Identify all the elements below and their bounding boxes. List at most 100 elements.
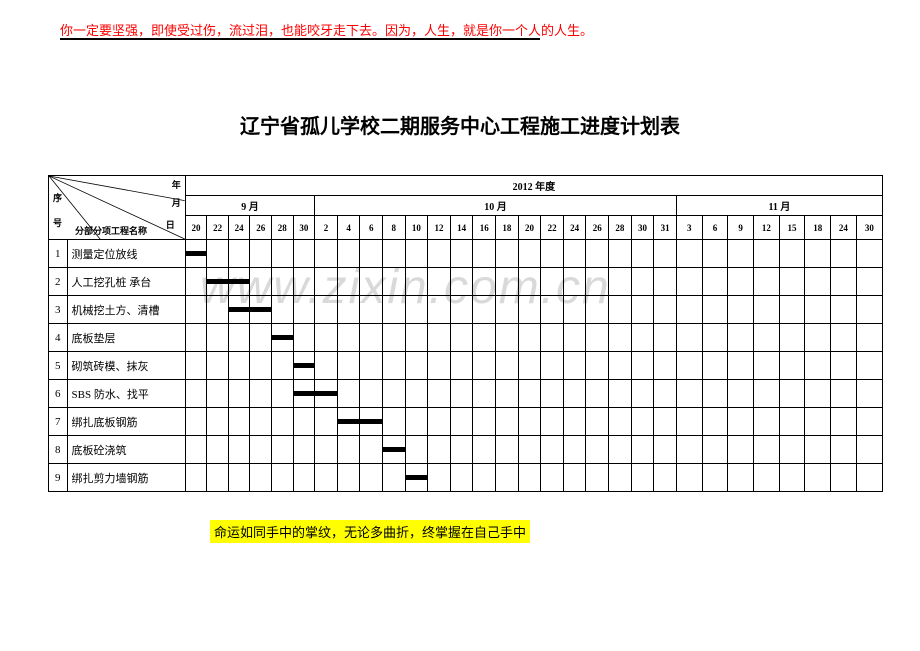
gantt-cell: [654, 436, 677, 464]
gantt-cell: [631, 324, 654, 352]
gantt-cell: [405, 324, 428, 352]
gantt-cell: [337, 436, 360, 464]
gantt-cell: [676, 464, 702, 492]
gantt-row: 3机械挖土方、清槽: [49, 296, 883, 324]
gantt-cell: [541, 408, 564, 436]
gantt-row: 5砌筑砖模、抹灰: [49, 352, 883, 380]
day-header: 26: [586, 216, 609, 240]
corner-month-label: 月: [172, 196, 181, 209]
gantt-bar: [272, 335, 293, 340]
gantt-cell: [250, 324, 272, 352]
gantt-cell: [428, 324, 451, 352]
gantt-cell: [228, 296, 250, 324]
gantt-cell: [360, 380, 383, 408]
page-title: 辽宁省孤儿学校二期服务中心工程施工进度计划表: [0, 110, 920, 139]
header-quote: 你一定要坚强，即使受过伤，流过泪，也能咬牙走下去。因为，人生，就是你一个人的人生…: [60, 20, 593, 39]
gantt-cell: [728, 408, 754, 436]
gantt-cell: [272, 268, 294, 296]
gantt-cell: [779, 352, 805, 380]
gantt-cell: [856, 464, 882, 492]
gantt-cell: [185, 380, 207, 408]
gantt-bar: [186, 251, 207, 256]
gantt-cell: [337, 268, 360, 296]
row-task-name: 绑扎底板钢筋: [67, 408, 185, 436]
row-number: 8: [49, 436, 68, 464]
gantt-bar: [338, 419, 360, 424]
gantt-cell: [272, 352, 294, 380]
gantt-cell: [609, 240, 632, 268]
gantt-cell: [250, 240, 272, 268]
gantt-cell: [631, 380, 654, 408]
corner-seq-top: 序: [53, 191, 62, 204]
gantt-row: 4底板垫层: [49, 324, 883, 352]
day-header: 2: [315, 216, 338, 240]
gantt-cell: [586, 408, 609, 436]
gantt-cell: [518, 324, 541, 352]
gantt-bar: [315, 391, 337, 396]
gantt-cell: [805, 268, 831, 296]
header-divider: [60, 38, 540, 40]
gantt-cell: [518, 240, 541, 268]
gantt-cell: [805, 352, 831, 380]
gantt-cell: [563, 268, 586, 296]
day-header: 22: [207, 216, 229, 240]
gantt-cell: [473, 240, 496, 268]
gantt-cell: [631, 268, 654, 296]
gantt-cell: [805, 464, 831, 492]
gantt-cell: [272, 464, 294, 492]
day-header: 12: [753, 216, 779, 240]
gantt-cell: [496, 380, 519, 408]
gantt-cell: [383, 240, 406, 268]
gantt-row: 8底板砼浇筑: [49, 436, 883, 464]
day-header: 12: [428, 216, 451, 240]
gantt-cell: [473, 464, 496, 492]
gantt-cell: [405, 464, 428, 492]
gantt-cell: [428, 240, 451, 268]
gantt-cell: [586, 380, 609, 408]
gantt-cell: [383, 268, 406, 296]
gantt-cell: [228, 436, 250, 464]
gantt-cell: [228, 352, 250, 380]
gantt-cell: [360, 296, 383, 324]
gantt-cell: [563, 380, 586, 408]
gantt-cell: [337, 408, 360, 436]
day-header: 3: [676, 216, 702, 240]
gantt-cell: [609, 268, 632, 296]
gantt-cell: [702, 464, 728, 492]
gantt-cell: [805, 408, 831, 436]
gantt-cell: [337, 352, 360, 380]
gantt-cell: [383, 380, 406, 408]
gantt-cell: [753, 408, 779, 436]
gantt-cell: [450, 296, 473, 324]
gantt-cell: [315, 408, 338, 436]
gantt-cell: [518, 352, 541, 380]
gantt-cell: [228, 408, 250, 436]
gantt-cell: [541, 436, 564, 464]
day-header: 24: [563, 216, 586, 240]
gantt-cell: [541, 268, 564, 296]
row-task-name: 测量定位放线: [67, 240, 185, 268]
gantt-cell: [831, 380, 857, 408]
gantt-cell: [315, 436, 338, 464]
gantt-cell: [586, 324, 609, 352]
gantt-cell: [337, 380, 360, 408]
gantt-cell: [856, 380, 882, 408]
gantt-cell: [586, 240, 609, 268]
gantt-cell: [450, 352, 473, 380]
gantt-cell: [383, 296, 406, 324]
gantt-cell: [676, 352, 702, 380]
gantt-cell: [631, 296, 654, 324]
row-task-name: 机械挖土方、清槽: [67, 296, 185, 324]
gantt-cell: [207, 352, 229, 380]
gantt-cell: [405, 436, 428, 464]
gantt-cell: [428, 296, 451, 324]
gantt-cell: [831, 352, 857, 380]
gantt-cell: [728, 240, 754, 268]
gantt-cell: [496, 324, 519, 352]
gantt-cell: [207, 324, 229, 352]
day-header: 22: [541, 216, 564, 240]
gantt-cell: [405, 352, 428, 380]
gantt-cell: [360, 436, 383, 464]
row-number: 3: [49, 296, 68, 324]
gantt-cell: [360, 352, 383, 380]
